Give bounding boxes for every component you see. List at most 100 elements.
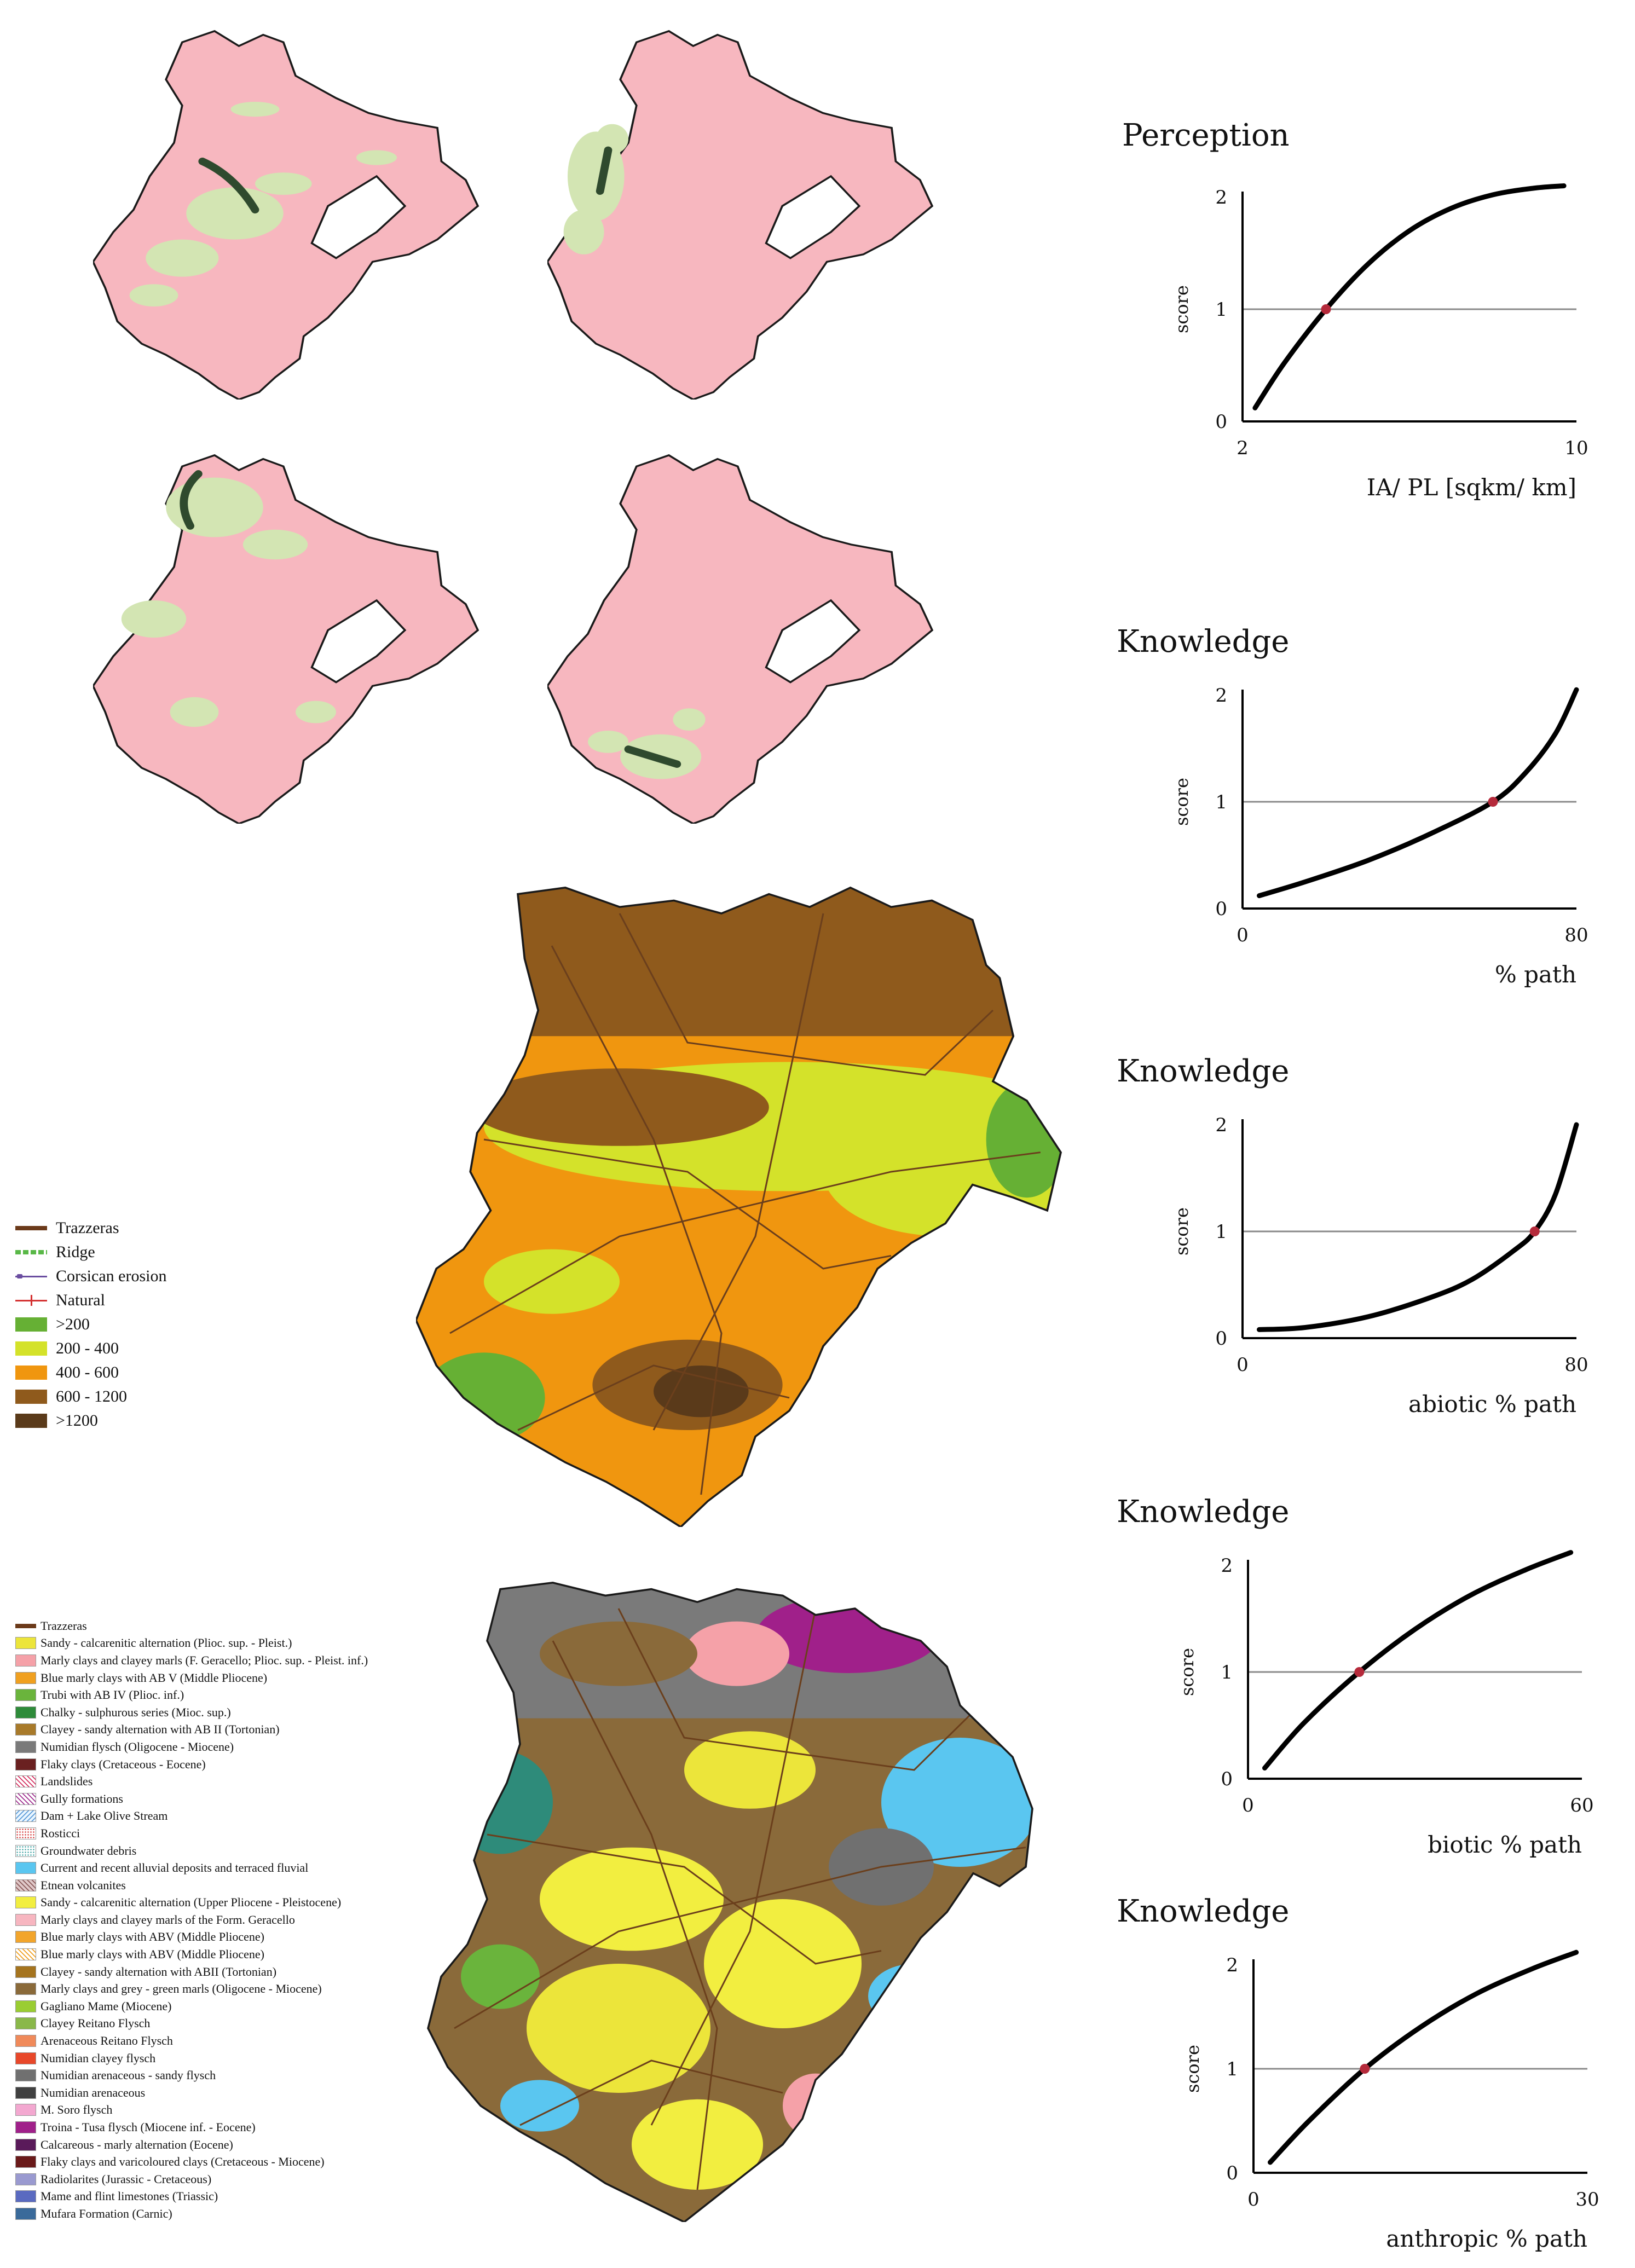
intersection-point: [1529, 1226, 1540, 1236]
legend-item: Clayey - sandy alternation with ABII (To…: [15, 1963, 368, 1981]
legend-item: Ridge: [15, 1240, 166, 1264]
legend-label: Radiolarites (Jurassic - Cretaceous): [41, 2172, 212, 2186]
legend-swatch: [15, 1295, 47, 1306]
legend-item: Natural: [15, 1288, 166, 1312]
legend-swatch: [15, 1879, 36, 1891]
legend-label: Blue marly clays with AB V (Middle Plioc…: [41, 1670, 268, 1685]
legend-swatch: [15, 1723, 36, 1736]
legend-item: Trazzeras: [15, 1617, 368, 1635]
legend-label: Clayey Reitano Flysch: [41, 2016, 151, 2030]
map-path-2: [547, 30, 934, 400]
path-segment: [180, 470, 203, 530]
legend-label: Arenaceous Reitano Flysch: [41, 2034, 173, 2048]
geology-map: [427, 1582, 1033, 2222]
legend-label: Dam + Lake Olive Stream: [41, 1809, 168, 1823]
legend-item: M. Soro flysch: [15, 2102, 368, 2119]
y-axis-label: score: [1182, 2045, 1203, 2093]
y-tick-label: 0: [1215, 898, 1227, 920]
legend-label: Groundwater debris: [41, 1843, 137, 1858]
series-line: [1257, 1122, 1579, 1332]
x-tick-label: 2: [1237, 437, 1249, 459]
legend-item: Flaky clays (Cretaceous - Eocene): [15, 1756, 368, 1773]
legend-label: Clayey - sandy alternation with ABII (To…: [41, 1964, 277, 1978]
legend-item: Mame and flint limestones (Triassic): [15, 2188, 368, 2206]
chart-perception: 0 1 2 2 10 score IA/ PL [sqkm/ km]: [1171, 183, 1588, 501]
legend-label: Numidian clayey flysch: [41, 2051, 156, 2065]
legend-label: Numidian flysch (Oligocene - Miocene): [41, 1739, 234, 1754]
legend-item: Marly clays and clayey marls (F. Geracel…: [15, 1652, 368, 1669]
intersection-point: [1360, 2064, 1370, 2074]
legend-swatch: [15, 1274, 47, 1278]
series-line: [1268, 1949, 1579, 2165]
legend-swatch: [15, 1844, 36, 1857]
legend-item: Numidian arenaceous - sandy flysch: [15, 2067, 368, 2084]
legend-label: Marly clays and clayey marls (F. Geracel…: [41, 1653, 368, 1667]
legend-item: >1200: [15, 1409, 166, 1433]
legend-swatch: [15, 1810, 36, 1822]
map-path-3: [93, 454, 479, 824]
legend-item: Clayey - sandy alternation with AB II (T…: [15, 1721, 368, 1739]
legend-swatch: [15, 2086, 36, 2099]
legend-item: Mufara Formation (Carnic): [15, 2205, 368, 2223]
chart-title-1: Perception: [1122, 118, 1290, 153]
y-tick-label: 0: [1221, 1768, 1233, 1790]
legend-label: Trazzeras: [41, 1618, 87, 1633]
legend-swatch: [15, 1414, 47, 1428]
legend-swatch: [15, 1366, 47, 1380]
path-segment: [198, 157, 259, 213]
chart-title-5: Knowledge: [1117, 1894, 1290, 1929]
series-line: [1257, 687, 1579, 899]
legend-swatch: [15, 1913, 36, 1926]
legend-label: Sandy - calcarenitic alternation (Upper …: [41, 1895, 342, 1910]
legend-item: 200 - 400: [15, 1336, 166, 1361]
legend-item: Numidian clayey flysch: [15, 2050, 368, 2067]
territory-shape: [93, 454, 479, 824]
legend-item: Troina - Tusa flysch (Miocene inf. - Eoc…: [15, 2119, 368, 2136]
legend-swatch: [15, 2035, 36, 2047]
y-tick-label: 2: [1221, 1555, 1233, 1577]
territory-shape: [547, 454, 934, 824]
legend-label: M. Soro flysch: [41, 2103, 113, 2117]
legend-item: Sandy - calcarenitic alternation (Plioc.…: [15, 1635, 368, 1652]
y-tick-label: 2: [1215, 1114, 1227, 1136]
legend-swatch: [15, 1654, 36, 1667]
legend-swatch: [15, 1983, 36, 1995]
x-axis-label: anthropic % path: [1386, 2225, 1587, 2252]
legend-swatch: [15, 2156, 36, 2168]
legend-label: Corsican erosion: [56, 1267, 167, 1285]
chart-knowledge-anthropic: 0 1 2 0 30 score anthropic % path: [1182, 1949, 1599, 2252]
legend-swatch: [15, 1948, 36, 1961]
legend-label: Mame and flint limestones (Triassic): [41, 2189, 218, 2203]
legend-item: Sandy - calcarenitic alternation (Upper …: [15, 1894, 368, 1912]
x-tick-label: 10: [1564, 437, 1588, 459]
chart-title-4: Knowledge: [1117, 1494, 1290, 1530]
legend-item: Blue marly clays with ABV (Middle Plioce…: [15, 1946, 368, 1963]
legend-label: Gagliano Mame (Miocene): [41, 1999, 172, 2013]
chart-title-2: Knowledge: [1117, 624, 1290, 659]
legend-item: Numidian flysch (Oligocene - Miocene): [15, 1738, 368, 1756]
x-tick-label: 0: [1237, 1354, 1249, 1376]
legend-swatch: [15, 1317, 47, 1332]
y-axis-label: score: [1171, 778, 1192, 826]
y-tick-label: 1: [1215, 1221, 1227, 1243]
x-tick-label: 0: [1242, 1795, 1254, 1816]
legend-label: Etnean volcanites: [41, 1878, 126, 1892]
legend-label: Clayey - sandy alternation with AB II (T…: [41, 1722, 280, 1737]
geology-legend: Trazzeras Sandy - calcarenitic alternatio…: [15, 1617, 368, 2223]
legend-label: Natural: [56, 1291, 105, 1309]
x-tick-label: 80: [1564, 924, 1588, 946]
legend-label: Chalky - sulphurous series (Mioc. sup.): [41, 1705, 231, 1719]
legend-swatch: [15, 1671, 36, 1684]
legend-label: Landslides: [41, 1774, 93, 1789]
legend-label: Current and recent alluvial deposits and…: [41, 1861, 309, 1875]
legend-swatch: [15, 1689, 36, 1702]
legend-swatch: [15, 1706, 36, 1719]
y-tick-label: 1: [1226, 2058, 1238, 2080]
y-tick-label: 1: [1221, 1662, 1233, 1683]
y-tick-label: 0: [1215, 1328, 1227, 1350]
intersection-point: [1488, 797, 1498, 807]
legend-swatch: [15, 1775, 36, 1788]
legend-label: Ridge: [56, 1243, 95, 1261]
legend-label: Mufara Formation (Carnic): [41, 2206, 172, 2220]
chart-knowledge-abiotic: 0 1 2 0 80 score abiotic % path: [1171, 1114, 1588, 1418]
